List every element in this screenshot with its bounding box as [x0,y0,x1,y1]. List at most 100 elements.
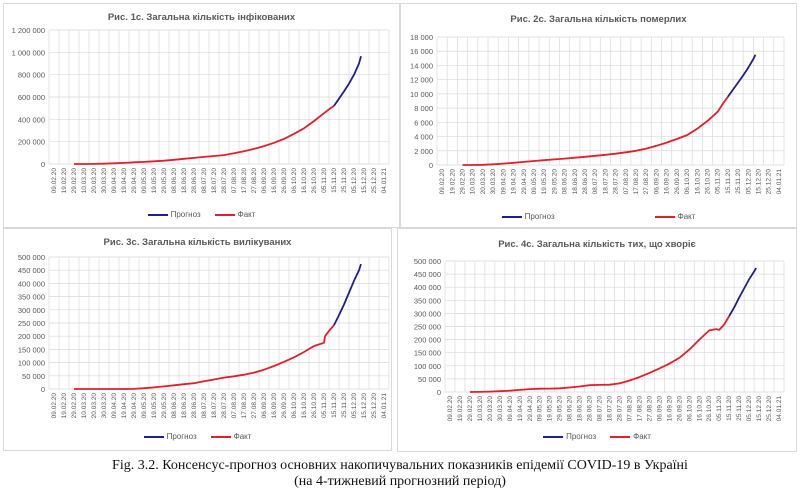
y-tick-label: 300 000 [18,306,45,315]
x-tick-label: 16.09.20 [664,169,671,195]
x-tick-label: 10.03.20 [81,393,88,419]
y-tick-label: 8 000 [414,104,433,113]
x-tick-label: 08.06.20 [171,393,178,419]
x-tick-label: 09.04.20 [111,168,118,194]
y-tick-label: 0 [41,385,45,394]
x-tick-label: 15.11.20 [331,168,338,193]
x-tick-label: 07.08.20 [623,169,630,195]
chart-legend: Прогноз Факт [401,212,796,221]
x-tick-label: 26.09.20 [676,396,683,422]
y-tick-label: 100 000 [414,362,441,371]
x-tick-label: 26.10.20 [704,169,711,195]
x-tick-label: 18.07.20 [211,393,218,419]
series-line-forecast [333,55,362,107]
x-tick-label: 15.11.20 [725,169,732,194]
x-tick-label: 25.11.20 [341,168,348,193]
x-tick-label: 18.07.20 [602,169,609,195]
x-tick-label: 09.02.20 [51,393,58,419]
fact-swatch-icon [610,435,631,438]
chart-legend: Прогноз Факт [4,432,391,441]
x-tick-label: 27.08.20 [643,169,650,195]
x-tick-label: 15.11.20 [726,396,733,421]
chart-panel-active: Рис. 4с. Загальна кількість тих, що хвор… [397,228,797,452]
x-tick-label: 29.02.20 [71,168,78,194]
series-line-fact [74,324,335,390]
chart-plot: 0 2 000 4 000 6 000 8 000 10 000 12 000 14 000 1… [410,33,785,195]
x-tick-label: 30.03.20 [490,169,497,195]
y-tick-label: 300 000 [414,309,441,318]
y-tick-label: 1 200 000 [12,26,45,35]
x-tick-label: 26.10.20 [311,393,318,419]
forecast-swatch-icon [501,215,522,218]
y-tick-label: 250 000 [414,323,441,332]
fact-swatch-icon [654,215,675,218]
series-line-fact [469,315,730,393]
y-tick-label: 400 000 [414,283,441,292]
x-tick-label: 05.11.20 [321,168,328,193]
x-tick-label: 28.06.20 [191,168,198,194]
x-tick-label: 25.12.20 [766,396,773,422]
caption-line-1: Fig. 3.2. Консенсус-прогноз основних нак… [112,458,688,473]
x-tick-label: 06.10.20 [686,396,693,422]
fact-swatch-icon [214,213,235,216]
x-tick-label: 25.12.20 [766,169,773,195]
x-tick-label: 04.01.21 [381,393,388,419]
x-tick-label: 26.09.20 [674,169,681,195]
x-tick-label: 25.11.20 [341,393,348,418]
chart-plot: 0 50 000 100 000 150 000 200 000 250 000 300 0… [414,257,785,422]
x-tick-label: 20.03.20 [480,169,487,195]
x-tick-label: 18.07.20 [211,168,218,194]
x-tick-label: 26.09.20 [281,168,288,194]
x-tick-label: 30.03.20 [101,168,108,194]
x-tick-label: 28.07.20 [613,169,620,195]
x-tick-label: 28.07.20 [221,393,228,419]
x-tick-label: 17.08.20 [241,168,248,194]
x-tick-label: 25.11.20 [736,396,743,421]
chart-panel-deaths: Рис. 2с. Загальна кількість померлих 0 2 … [400,3,797,228]
y-tick-label: 100 000 [18,359,45,368]
y-tick-label: 4 000 [414,133,433,142]
x-tick-label: 10.03.20 [81,168,88,194]
x-tick-label: 18.07.20 [607,396,614,422]
x-tick-label: 26.10.20 [706,396,713,422]
x-tick-label: 29.04.20 [527,396,534,422]
x-tick-label: 05.12.20 [351,393,358,419]
x-tick-label: 15.11.20 [331,393,338,418]
x-tick-label: 09.02.20 [51,168,58,194]
x-tick-label: 19.05.20 [151,168,158,194]
x-tick-label: 27.08.20 [251,168,258,194]
chart-plot: 0 50 000 100 000 150 000 200 000 250 000 300 0… [18,253,390,419]
y-tick-label: 0 [437,388,441,397]
y-tick-label: 2 000 [414,147,433,156]
y-tick-label: 14 000 [410,61,433,70]
x-tick-label: 08.07.20 [592,169,599,195]
x-tick-label: 04.01.21 [776,396,783,422]
x-tick-label: 19.02.20 [61,393,68,419]
x-tick-label: 29.02.20 [460,169,467,195]
x-tick-label: 15.12.20 [755,169,762,195]
x-tick-label: 19.02.20 [61,168,68,194]
x-tick-label: 28.06.20 [582,169,589,195]
y-tick-label: 600 000 [18,93,45,102]
forecast-swatch-icon [143,435,164,438]
x-tick-label: 15.12.20 [361,393,368,419]
x-tick-label: 09.05.20 [141,168,148,194]
x-tick-label: 10.03.20 [477,396,484,422]
x-tick-label: 10.03.20 [470,169,477,195]
legend-forecast: Прогноз [501,212,555,221]
x-tick-label: 15.12.20 [361,168,368,194]
x-tick-label: 28.06.20 [191,393,198,419]
y-tick-label: 6 000 [414,118,433,127]
x-tick-label: 17.08.20 [636,396,643,422]
x-tick-label: 19.04.20 [121,393,128,419]
x-tick-label: 05.11.20 [715,169,722,194]
x-tick-label: 29.02.20 [71,393,78,419]
x-tick-label: 16.10.20 [694,169,701,195]
chart-plot: 0 200 000 400 000 600 000 800 000 1 000 000 1 … [12,26,390,194]
y-tick-label: 0 [41,160,45,169]
x-tick-label: 27.08.20 [646,396,653,422]
x-tick-label: 19.02.20 [449,169,456,195]
x-tick-label: 09.05.20 [537,396,544,422]
y-tick-label: 450 000 [18,266,45,275]
x-tick-label: 04.01.21 [381,168,388,194]
